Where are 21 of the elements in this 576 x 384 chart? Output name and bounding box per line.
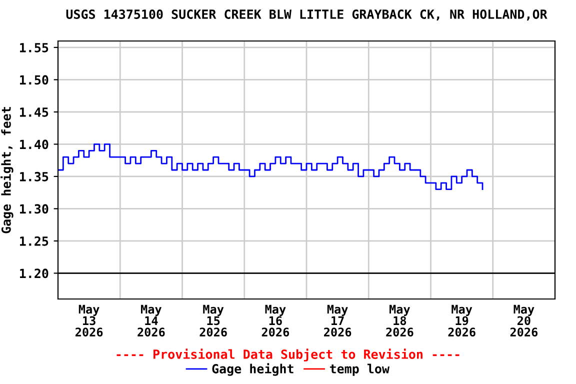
chart-title: USGS 14375100 SUCKER CREEK BLW LITTLE GRAYBACK CK, NR HOLLAND,OR <box>66 10 548 21</box>
x-tick-label: May 18 2026 <box>386 304 414 337</box>
y-tick-label: 1.40 <box>20 140 48 150</box>
y-tick-label: 1.25 <box>20 236 48 246</box>
y-tick-label: 1.55 <box>20 43 48 52</box>
legend-label: temp low <box>330 364 390 376</box>
x-tick-label: May 20 2026 <box>510 304 538 337</box>
x-tick-label: May 14 2026 <box>138 304 165 337</box>
legend-label: Gage height <box>212 363 294 376</box>
x-tick-label: May 16 2026 <box>262 304 290 337</box>
y-tick-label: 1.35 <box>20 172 48 182</box>
y-tick-label: 1.45 <box>20 108 48 117</box>
x-tick-label: May 17 2026 <box>324 304 352 337</box>
y-tick-label: 1.50 <box>20 75 48 85</box>
y-tick-label: 1.20 <box>20 268 48 278</box>
x-tick-label: May 13 2026 <box>76 304 103 337</box>
y-tick-label: 1.30 <box>20 204 48 214</box>
text: ---- Provisional Data Subject to Revision ---- <box>116 348 460 362</box>
y-axis-title: Gage height, feet <box>0 107 14 234</box>
x-tick-label: May 19 2026 <box>448 304 476 337</box>
x-tick-label: May 15 2026 <box>200 304 227 337</box>
